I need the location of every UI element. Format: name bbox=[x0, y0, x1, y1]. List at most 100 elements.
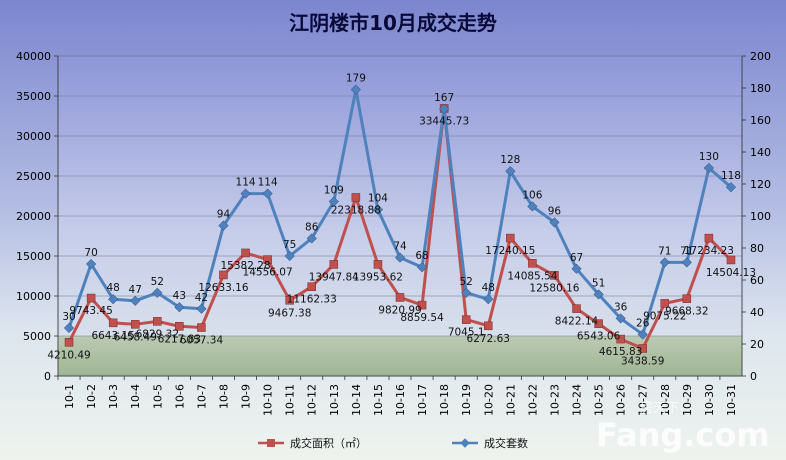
series-1-data-label: 43 bbox=[173, 290, 186, 302]
x-tick-label: 10-6 bbox=[173, 384, 186, 409]
series-1-data-label: 96 bbox=[548, 205, 562, 217]
series-0-point bbox=[616, 334, 625, 344]
series-0-point bbox=[219, 270, 228, 280]
y-left-tick-label: 10000 bbox=[16, 290, 51, 303]
series-1-data-label: 109 bbox=[324, 185, 344, 197]
x-tick-label: 10-9 bbox=[240, 384, 253, 409]
y-right-tick-label: 200 bbox=[750, 50, 771, 63]
series-0-point bbox=[241, 248, 250, 258]
legend-entry-label: 成交面积（㎡） bbox=[290, 436, 367, 450]
series-1-point bbox=[615, 313, 626, 324]
x-tick-label: 10-13 bbox=[328, 384, 341, 416]
series-0-data-label: 17240.15 bbox=[485, 245, 535, 257]
series-0-data-label: 13947.84 bbox=[309, 271, 359, 283]
series-0-point bbox=[726, 255, 736, 265]
series-1-data-label: 75 bbox=[283, 239, 296, 251]
series-1-data-label: 114 bbox=[258, 177, 278, 189]
y-right-tick-label: 120 bbox=[750, 178, 771, 191]
y-left-tick-label: 25000 bbox=[16, 170, 51, 183]
series-1-point bbox=[108, 294, 119, 305]
x-tick-label: 10-20 bbox=[482, 384, 495, 416]
series-1-point bbox=[372, 204, 384, 215]
series-1-data-label: 30 bbox=[62, 311, 75, 323]
series-0-point bbox=[64, 338, 74, 347]
series-0-data-label: 6057.34 bbox=[180, 335, 224, 347]
legend-swatch-marker bbox=[460, 438, 470, 448]
x-tick-label: 10-31 bbox=[725, 384, 738, 416]
y-left-tick-label: 40000 bbox=[16, 50, 51, 63]
x-tick-label: 10-5 bbox=[151, 384, 164, 409]
series-0-point bbox=[153, 317, 162, 326]
series-0-data-label: 9075.22 bbox=[643, 310, 686, 322]
series-0-point bbox=[484, 321, 493, 331]
series-1-data-label: 26 bbox=[636, 317, 650, 329]
y-right-tick-label: 180 bbox=[750, 82, 771, 95]
series-1-data-label: 52 bbox=[460, 276, 473, 288]
series-1-point bbox=[483, 294, 494, 305]
x-tick-label: 10-2 bbox=[85, 384, 98, 409]
x-tick-label: 10-27 bbox=[637, 384, 650, 416]
series-1-point bbox=[394, 252, 406, 263]
x-tick-label: 10-12 bbox=[306, 384, 319, 416]
legend-entry-label: 成交套数 bbox=[484, 436, 528, 450]
series-1-point bbox=[527, 201, 538, 212]
series-1-point bbox=[63, 322, 75, 334]
series-0-point bbox=[461, 315, 471, 324]
series-0-data-label: 14504.13 bbox=[706, 267, 756, 279]
series-0-data-label: 9743.45 bbox=[69, 305, 112, 317]
series-1-data-label: 128 bbox=[500, 154, 520, 166]
series-layer bbox=[63, 84, 737, 353]
series-1-data-label: 68 bbox=[415, 250, 428, 262]
series-0-point bbox=[660, 299, 670, 308]
series-1-point bbox=[725, 182, 737, 193]
series-0-data-label: 33445.73 bbox=[419, 115, 469, 127]
series-0-point bbox=[130, 320, 140, 329]
y-right-tick-label: 80 bbox=[750, 242, 764, 255]
series-1-data-label: 104 bbox=[368, 193, 388, 205]
series-0-point bbox=[86, 293, 96, 303]
series-0-point bbox=[373, 260, 383, 269]
series-1-data-label: 47 bbox=[129, 284, 142, 296]
series-0-point bbox=[682, 294, 692, 303]
series-0-point bbox=[197, 323, 206, 332]
series-1-point bbox=[240, 188, 251, 199]
series-0-data-label: 12633.16 bbox=[198, 282, 248, 294]
series-0-point bbox=[285, 296, 294, 305]
chart-title: 江阴楼市10月成交走势 bbox=[289, 11, 497, 35]
series-1-point bbox=[130, 295, 141, 306]
series-0-point bbox=[351, 193, 361, 202]
series-1-point bbox=[306, 233, 317, 244]
x-tick-label: 10-30 bbox=[703, 384, 716, 416]
series-1-point bbox=[659, 257, 670, 268]
x-tick-label: 10-26 bbox=[615, 384, 628, 416]
x-tick-label: 10-25 bbox=[593, 384, 606, 416]
y-right-tick-label: 20 bbox=[750, 338, 764, 351]
y-left-tick-label: 20000 bbox=[16, 210, 51, 223]
series-0-data-label: 9467.38 bbox=[268, 307, 311, 319]
watermark-site: 房天下 bbox=[640, 400, 679, 416]
series-1-data-label: 48 bbox=[482, 282, 495, 294]
series-1-point bbox=[593, 289, 604, 300]
x-tick-label: 10-23 bbox=[548, 384, 561, 416]
series-0-data-label: 6272.63 bbox=[467, 333, 510, 345]
y-right-tick-label: 40 bbox=[750, 306, 764, 319]
series-1-point bbox=[174, 302, 185, 313]
series-0-data-label: 6643.15 bbox=[91, 330, 134, 342]
series-0-data-label: 9820.99 bbox=[378, 304, 421, 316]
series-0-data-label: 6829.32 bbox=[136, 328, 179, 340]
series-1-data-label: 36 bbox=[614, 301, 628, 313]
series-1-point bbox=[350, 84, 362, 95]
axes: 0 5000 10000 15000 20000 25000 30000 35000 40000… bbox=[16, 50, 771, 416]
series-1-point bbox=[637, 329, 648, 340]
series-0-data-label: 4210.49 bbox=[47, 349, 90, 361]
series-0-point bbox=[329, 260, 339, 269]
series-1-data-label: 86 bbox=[305, 221, 319, 233]
x-tick-label: 10-1 bbox=[63, 384, 76, 409]
series-1-data-label: 114 bbox=[236, 177, 256, 189]
y-left-tick-label: 5000 bbox=[23, 330, 51, 343]
x-tick-label: 10-18 bbox=[438, 384, 451, 416]
y-right-tick-label: 100 bbox=[750, 210, 771, 223]
series-1-data-label: 71 bbox=[658, 245, 671, 257]
series-0-data-label: 14556.07 bbox=[243, 267, 293, 279]
x-tick-label: 10-8 bbox=[217, 384, 230, 409]
